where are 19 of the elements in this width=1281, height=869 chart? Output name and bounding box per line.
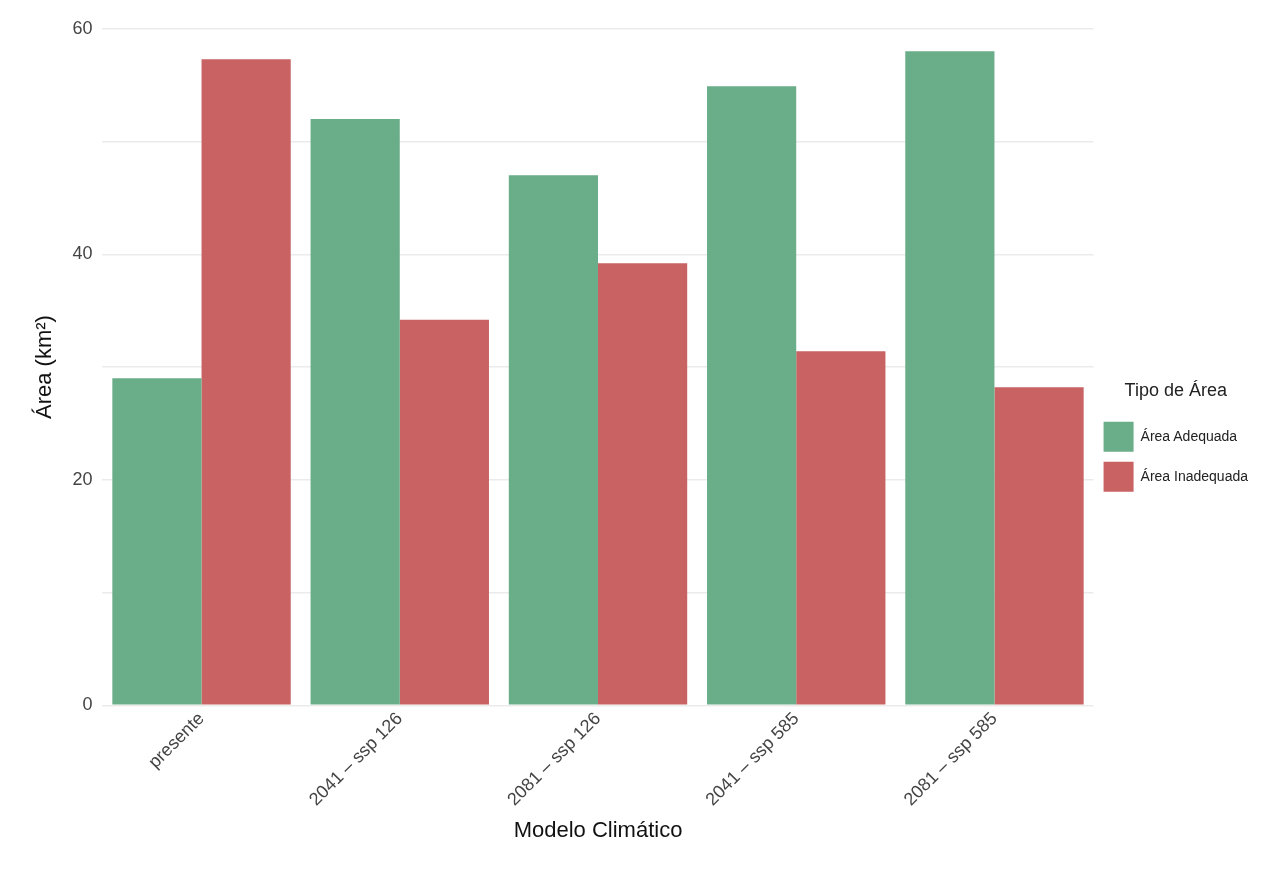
y-tick-label: 20 [72,468,93,489]
legend-title: Tipo de Área [1124,380,1228,401]
bar [905,51,995,705]
y-tick-label: 60 [72,17,93,38]
bar [112,378,202,705]
legend-label: Área Inadequada [1140,467,1249,484]
bar [707,86,797,705]
x-axis-title: Modelo Climático [513,816,683,842]
bar [201,59,291,705]
legend-label: Área Adequada [1140,427,1238,444]
bar [310,119,400,705]
bar [994,387,1084,705]
y-tick-label: 0 [82,694,93,715]
y-axis-title: Área (km²) [31,315,57,419]
bar [508,175,598,705]
bar [598,263,688,705]
bar [796,351,886,705]
bar [399,319,489,705]
y-tick-label: 40 [72,243,93,264]
